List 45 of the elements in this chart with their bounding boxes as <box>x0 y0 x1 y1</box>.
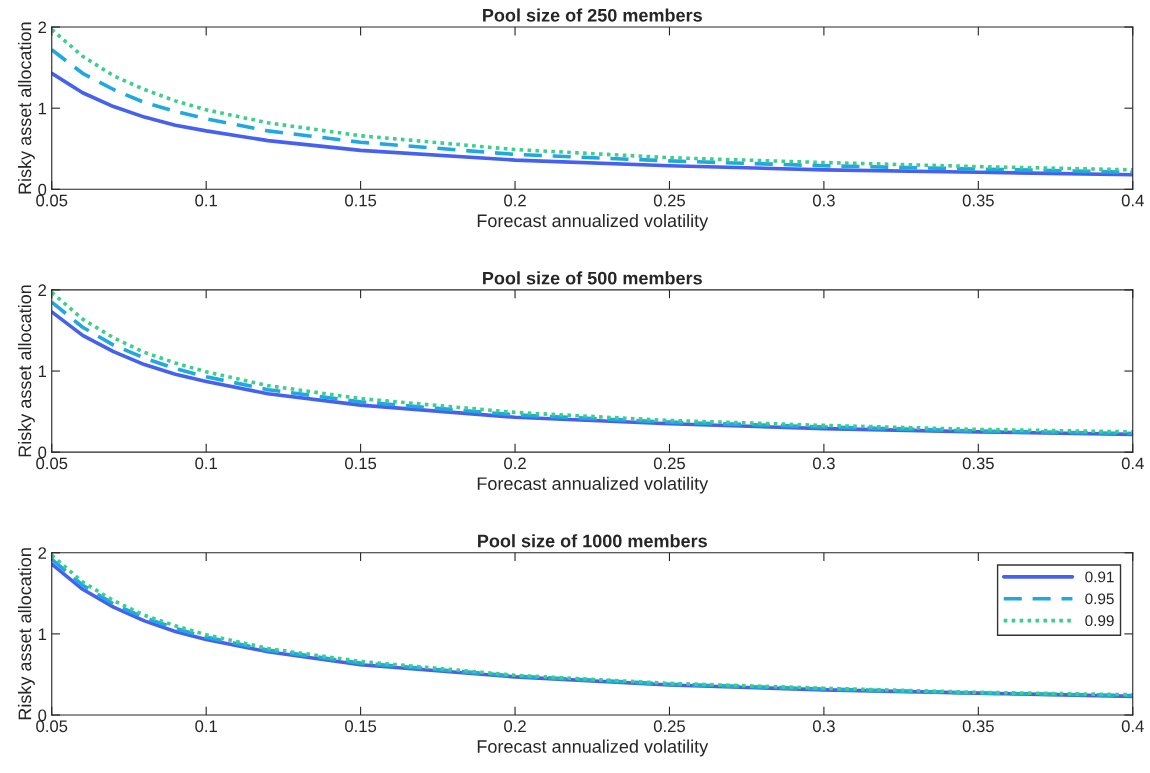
x-tick-label: 0.4 <box>1121 457 1144 470</box>
x-tick-label: 0.3 <box>812 457 835 470</box>
y-axis-title: Risky asset allocation <box>18 548 35 720</box>
x-axis-title: Forecast annualized volatility <box>477 476 709 494</box>
y-tick-label: 0 <box>38 446 47 459</box>
y-tick-label: 2 <box>38 284 47 296</box>
y-tick-label: 1 <box>38 102 47 115</box>
x-axis-title: Forecast annualized volatility <box>477 213 709 231</box>
x-tick-label: 0.15 <box>345 720 377 733</box>
x-tick-label: 0.1 <box>195 457 217 470</box>
y-tick-label: 1 <box>38 628 47 640</box>
y-tick-label: 0 <box>38 709 47 722</box>
y-axis-title: Risky asset allocation <box>18 22 35 194</box>
x-tick-label: 0.15 <box>345 457 377 470</box>
y-tick-label: 0 <box>38 183 47 196</box>
y-axis-title: Risky asset allocation <box>18 285 35 457</box>
x-tick-label: 0.25 <box>653 457 685 470</box>
x-tick-label: 0.05 <box>36 720 68 733</box>
x-tick-label: 0.4 <box>1121 194 1144 207</box>
x-tick-label: 0.2 <box>504 194 526 207</box>
x-axis-title: Forecast annualized volatility <box>477 739 709 757</box>
x-tick-label: 0.05 <box>36 194 68 207</box>
x-tick-label: 0.05 <box>36 457 68 470</box>
chart-title: Pool size of 500 members <box>483 271 702 285</box>
y-tick-label: 2 <box>38 547 47 559</box>
x-tick-label: 0.35 <box>962 194 994 207</box>
chart-title: Pool size of 1000 members <box>478 534 707 548</box>
x-tick-label: 0.35 <box>962 457 994 470</box>
y-tick-label: 1 <box>38 365 47 378</box>
x-tick-label: 0.3 <box>812 720 835 733</box>
x-tick-label: 0.25 <box>653 720 685 733</box>
x-tick-label: 0.2 <box>504 457 526 470</box>
x-tick-label: 0.3 <box>812 194 835 207</box>
legend-label: 0.99 <box>1085 615 1114 627</box>
x-tick-label: 0.1 <box>195 720 217 733</box>
x-tick-label: 0.25 <box>653 194 685 207</box>
x-tick-label: 0.4 <box>1121 720 1144 733</box>
legend-label: 0.91 <box>1085 571 1114 583</box>
x-tick-label: 0.35 <box>962 720 994 733</box>
chart-title: Pool size of 250 members <box>483 8 702 22</box>
y-tick-label: 2 <box>38 21 47 34</box>
x-tick-label: 0.2 <box>504 720 526 733</box>
x-tick-label: 0.15 <box>345 194 377 207</box>
x-tick-label: 0.1 <box>195 194 217 207</box>
legend-label: 0.95 <box>1085 593 1114 605</box>
